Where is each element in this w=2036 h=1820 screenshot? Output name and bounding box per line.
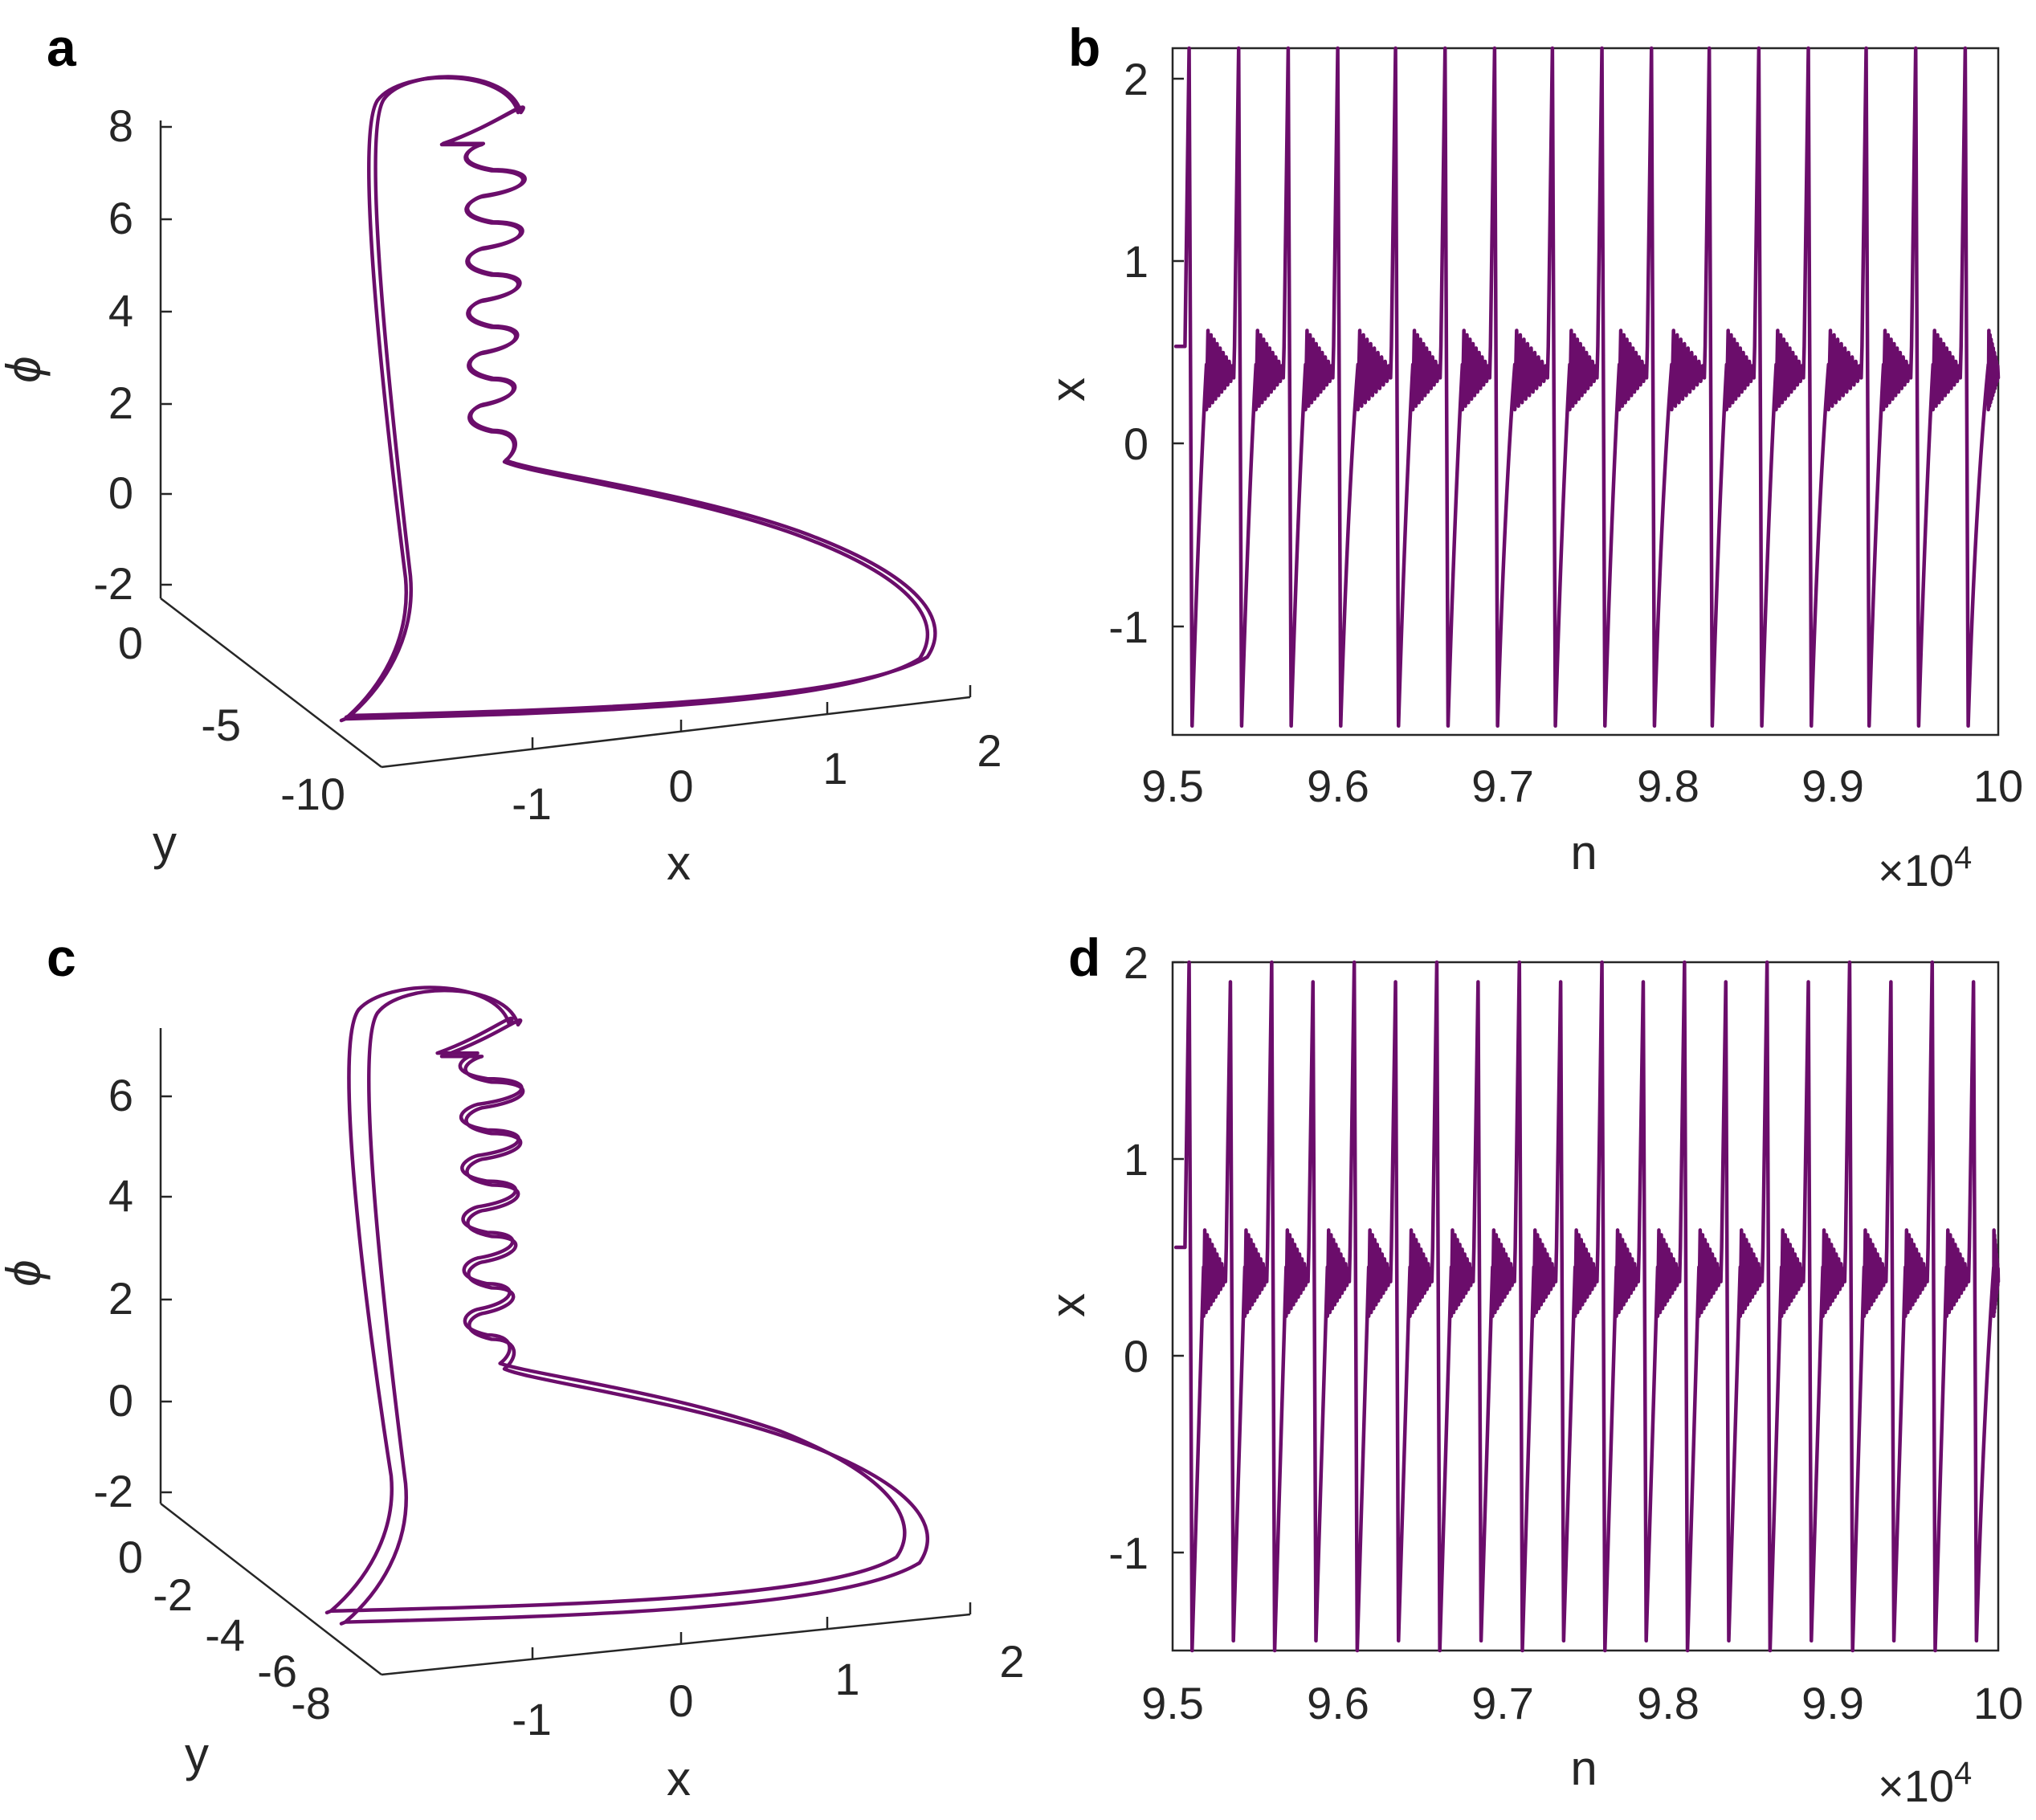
trajectory-loop — [339, 75, 929, 723]
y-tick-label: 2 — [1124, 937, 1149, 988]
z-tick-label: 0 — [108, 467, 133, 518]
z-axis-label: ϕ — [0, 1259, 51, 1286]
y-tick-label: -6 — [257, 1646, 297, 1696]
x-trace — [1173, 46, 2001, 728]
trajectory-loops — [324, 985, 929, 1626]
x-multiplier: ×104 — [1878, 840, 1972, 896]
time-series-b — [1173, 46, 2001, 728]
x-tick-label: 9.6 — [1307, 761, 1369, 811]
panel-label-b: b — [1068, 18, 1100, 77]
x-ticks: -1 0 1 2 — [512, 685, 1002, 829]
x-tick-label: 9.9 — [1801, 761, 1864, 811]
plot-frame-b — [1171, 47, 2000, 737]
z-tick-label: 4 — [108, 1170, 133, 1221]
x-tick-label: 9.7 — [1471, 1678, 1534, 1728]
y-tick-label: -1 — [1108, 602, 1149, 652]
x-tick-label: 1 — [822, 743, 847, 794]
y-ticks: 0 -2 -4 -6 -8 — [118, 1532, 331, 1728]
x-tick-label: 9.7 — [1471, 761, 1534, 811]
x-tick-label: 2 — [999, 1636, 1024, 1687]
y-axis-line — [160, 598, 382, 768]
x-tick-label: 0 — [668, 761, 693, 811]
x-tick-label: 9.9 — [1801, 1678, 1864, 1728]
x-trace — [1173, 960, 2001, 1653]
y-tick-label: 0 — [1124, 1331, 1149, 1381]
x-tick-label: 10 — [1973, 1678, 2023, 1728]
panel-a: a 8 6 4 2 0 -2 ϕ 0 -5 -10 y -1 — [0, 18, 1002, 890]
x-axis-label: n — [1570, 826, 1597, 879]
x-tick-label: 10 — [1973, 761, 2023, 811]
trajectory-loop — [324, 985, 907, 1614]
y-tick-label: -10 — [280, 769, 345, 819]
panel-b: b 2 1 0 -1 x 9.5 9.6 9.7 9.8 9.9 10 n ×1… — [1041, 18, 2023, 896]
y-ticks: 2 1 0 -1 — [1108, 937, 1184, 1578]
z-tick-label: 0 — [108, 1375, 133, 1426]
x-tick-label: 1 — [834, 1654, 859, 1704]
x-axis-line — [381, 1613, 971, 1676]
y-tick-label: -4 — [205, 1610, 245, 1660]
z-ticks: 8 6 4 2 0 -2 — [93, 100, 172, 609]
x-axis-line — [381, 696, 971, 769]
y-tick-label: 0 — [1124, 418, 1149, 469]
z-tick-label: 2 — [108, 1273, 133, 1324]
y-tick-label: 0 — [118, 618, 143, 668]
y-tick-label: -2 — [153, 1569, 193, 1620]
panel-label-d: d — [1068, 928, 1100, 987]
trajectory-loop — [344, 75, 937, 720]
x-axis-label: n — [1570, 1741, 1597, 1795]
z-tick-label: -2 — [93, 558, 133, 609]
x-tick-label: 9.8 — [1637, 1678, 1699, 1728]
z-tick-label: 8 — [108, 100, 133, 151]
x-tick-label: 9.6 — [1307, 1678, 1369, 1728]
y-axis-label: y — [185, 1728, 209, 1781]
y-tick-label: -8 — [291, 1678, 331, 1728]
z-tick-label: -2 — [93, 1466, 133, 1516]
x-tick-label: -1 — [512, 778, 552, 829]
x-tick-label: 0 — [668, 1675, 693, 1726]
y-tick-label: -1 — [1108, 1528, 1149, 1578]
time-series-d — [1173, 960, 2001, 1653]
trajectory-loop — [339, 989, 929, 1626]
panel-label-c: c — [47, 928, 76, 987]
trajectory-c — [324, 985, 929, 1626]
x-tick-label: 2 — [977, 725, 1002, 776]
y-axis-label: x — [1041, 1293, 1095, 1317]
y-ticks: 0 -5 -10 — [118, 618, 345, 819]
x-tick-label: 9.5 — [1141, 1678, 1204, 1728]
x-ticks: -1 0 1 2 — [512, 1602, 1025, 1745]
x-ticks: 9.5 9.6 9.7 9.8 9.9 10 — [1141, 1678, 2023, 1728]
y-tick-label: 2 — [1124, 54, 1149, 104]
y-ticks: 2 1 0 -1 — [1108, 54, 1184, 652]
x-tick-label: -1 — [512, 1694, 552, 1745]
z-tick-label: 6 — [108, 193, 133, 243]
z-axis-label: ϕ — [0, 356, 51, 382]
x-ticks: 9.5 9.6 9.7 9.8 9.9 10 — [1141, 761, 2023, 811]
z-tick-label: 2 — [108, 377, 133, 428]
y-axis-label: x — [1041, 377, 1095, 402]
x-tick-label: 9.5 — [1141, 761, 1204, 811]
trajectory-a — [339, 75, 937, 723]
y-tick-label: 1 — [1124, 236, 1149, 287]
x-multiplier: ×104 — [1878, 1756, 1972, 1811]
plot-frame-d — [1171, 961, 2000, 1652]
y-axis-line — [160, 1503, 382, 1675]
y-tick-label: -5 — [201, 700, 241, 750]
x-axis-label: x — [667, 836, 691, 890]
panel-c: c 6 4 2 0 -2 ϕ 0 -2 -4 -6 -8 y -1 0 1 — [0, 928, 1025, 1806]
x-axis-label: x — [667, 1752, 691, 1806]
y-tick-label: 0 — [118, 1532, 143, 1582]
z-tick-label: 6 — [108, 1070, 133, 1120]
z-tick-label: 4 — [108, 285, 133, 336]
panel-label-a: a — [47, 18, 77, 77]
z-ticks: 6 4 2 0 -2 — [93, 1070, 172, 1516]
panel-d: d 2 1 0 -1 x 9.5 9.6 9.7 9.8 9.9 10 n ×1… — [1041, 928, 2023, 1811]
x-tick-label: 9.8 — [1637, 761, 1699, 811]
y-axis-label: y — [153, 816, 177, 870]
y-tick-label: 1 — [1124, 1134, 1149, 1185]
